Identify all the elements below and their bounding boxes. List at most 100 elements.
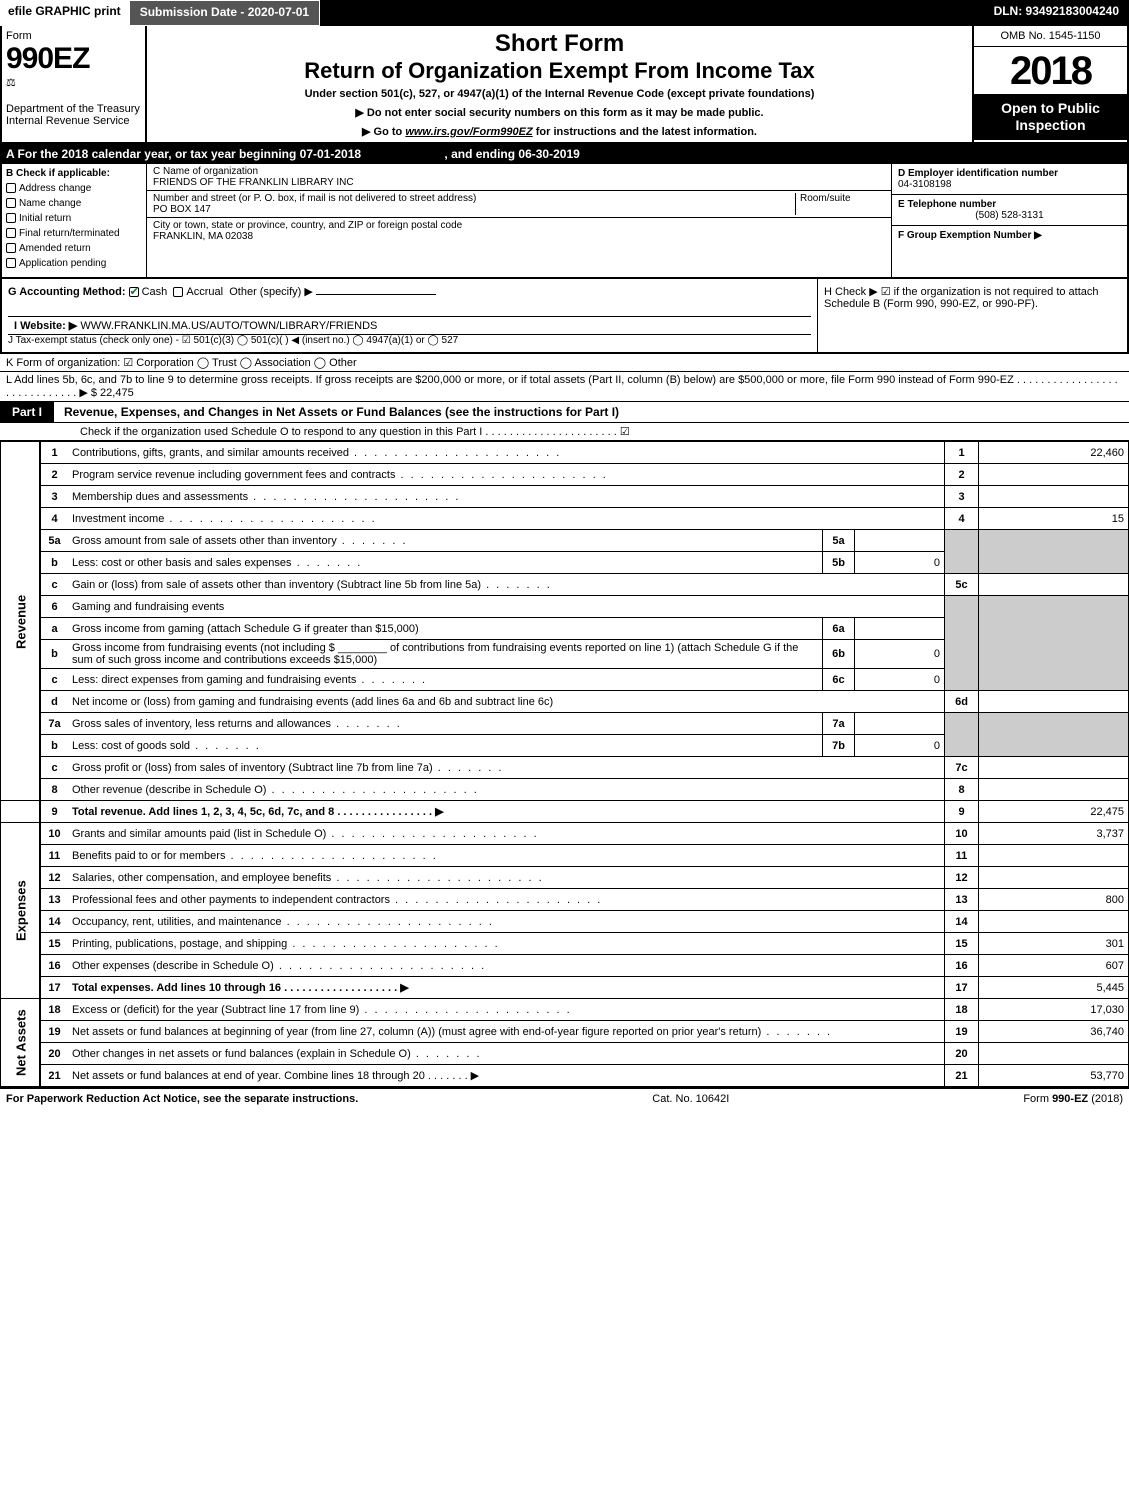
chk-initial-return[interactable]: Initial return [6, 213, 142, 224]
n-9: 9 [40, 801, 68, 823]
d-tel-val: (508) 528-3131 [898, 210, 1121, 221]
shade-6b [979, 596, 1129, 691]
amt-13: 800 [979, 889, 1129, 911]
ref-15: 15 [945, 933, 979, 955]
c-street-row: Number and street (or P. O. box, if mail… [147, 191, 891, 218]
g-accounting: G Accounting Method: Cash Accrual Other … [8, 285, 811, 298]
efile-label: efile GRAPHIC print [0, 0, 129, 26]
d-2: Program service revenue including govern… [72, 469, 608, 481]
d-3: Membership dues and assessments [72, 491, 460, 503]
chk-address-change[interactable]: Address change [6, 183, 142, 194]
d-ein: D Employer identification number 04-3108… [892, 164, 1127, 195]
g-right: H Check ▶ ☑ if the organization is not r… [817, 279, 1127, 352]
d-6a: Gross income from gaming (attach Schedul… [68, 618, 823, 640]
d-15: Printing, publications, postage, and shi… [72, 938, 500, 950]
n-6c: c [40, 669, 68, 691]
amt-9: 22,475 [979, 801, 1129, 823]
footer-right: Form 990-EZ (2018) [1023, 1093, 1123, 1105]
submission-date: Submission Date - 2020-07-01 [129, 0, 320, 26]
amt-3 [979, 486, 1129, 508]
n-19: 19 [40, 1021, 68, 1043]
d-5a: Gross amount from sale of assets other t… [72, 535, 408, 547]
amt-20 [979, 1043, 1129, 1065]
amt-8 [979, 779, 1129, 801]
warn-2-prefix: ▶ Go to [362, 126, 405, 138]
d-6c: Less: direct expenses from gaming and fu… [72, 674, 427, 686]
header-center: Short Form Return of Organization Exempt… [147, 26, 972, 142]
inval-7a [855, 713, 945, 735]
spacer [320, 0, 983, 26]
n-15: 15 [40, 933, 68, 955]
shade-6 [945, 596, 979, 691]
inval-5b: 0 [855, 552, 945, 574]
col-b: B Check if applicable: Address change Na… [2, 164, 147, 277]
amt-10: 3,737 [979, 823, 1129, 845]
b-head: B Check if applicable: [6, 168, 142, 179]
amt-11 [979, 845, 1129, 867]
in-7b: 7b [823, 735, 855, 757]
d-20: Other changes in net assets or fund bala… [72, 1048, 482, 1060]
col-d: D Employer identification number 04-3108… [892, 164, 1127, 277]
d-tel-lbl: E Telephone number [898, 199, 1121, 210]
c-city-lbl: City or town, state or province, country… [153, 220, 885, 231]
d-7a: Gross sales of inventory, less returns a… [72, 718, 402, 730]
d-group-lbl: F Group Exemption Number ▶ [898, 230, 1121, 241]
ref-5c: 5c [945, 574, 979, 596]
amt-16: 607 [979, 955, 1129, 977]
chk-application-pending[interactable]: Application pending [6, 258, 142, 269]
d-4: Investment income [72, 513, 377, 525]
amt-14 [979, 911, 1129, 933]
warn-2-suffix: for instructions and the latest informat… [536, 126, 757, 138]
d-6d: Net income or (loss) from gaming and fun… [68, 691, 945, 713]
dept: Department of the Treasury [6, 103, 141, 115]
part1-label: Part I [0, 402, 54, 422]
irs: Internal Revenue Service [6, 115, 141, 127]
part1-header: Part I Revenue, Expenses, and Changes in… [0, 402, 1129, 423]
chk-final-return[interactable]: Final return/terminated [6, 228, 142, 239]
irs-link[interactable]: www.irs.gov/Form990EZ [405, 126, 532, 138]
ref-14: 14 [945, 911, 979, 933]
n-6a: a [40, 618, 68, 640]
amt-7c [979, 757, 1129, 779]
n-14: 14 [40, 911, 68, 933]
d-11: Benefits paid to or for members [72, 850, 438, 862]
d-19: Net assets or fund balances at beginning… [72, 1026, 832, 1038]
g-left: G Accounting Method: Cash Accrual Other … [2, 279, 817, 352]
side-expenses: Expenses [1, 823, 41, 999]
d-16: Other expenses (describe in Schedule O) [72, 960, 486, 972]
ref-17: 17 [945, 977, 979, 999]
c-street: PO BOX 147 [153, 204, 795, 215]
shade-7 [945, 713, 979, 757]
n-10: 10 [40, 823, 68, 845]
n-21: 21 [40, 1065, 68, 1087]
n-8: 8 [40, 779, 68, 801]
amt-4: 15 [979, 508, 1129, 530]
ref-6d: 6d [945, 691, 979, 713]
ref-19: 19 [945, 1021, 979, 1043]
part1-sub: Check if the organization used Schedule … [0, 423, 1129, 441]
website-row: I Website: ▶ WWW.FRANKLIN.MA.US/AUTO/TOW… [8, 316, 811, 335]
d-12: Salaries, other compensation, and employ… [72, 872, 544, 884]
d-21: Net assets or fund balances at end of ye… [68, 1065, 945, 1087]
n-4: 4 [40, 508, 68, 530]
chk-accrual[interactable] [173, 287, 183, 297]
ref-18: 18 [945, 999, 979, 1021]
d-ein-lbl: D Employer identification number [898, 168, 1121, 179]
n-1: 1 [40, 442, 68, 464]
ref-1: 1 [945, 442, 979, 464]
d-ein-val: 04-3108198 [898, 179, 1121, 190]
d-7b: Less: cost of goods sold [72, 740, 261, 752]
n-6b: b [40, 640, 68, 669]
inval-6a [855, 618, 945, 640]
chk-cash[interactable] [129, 287, 139, 297]
in-7a: 7a [823, 713, 855, 735]
chk-name-change[interactable]: Name change [6, 198, 142, 209]
ref-21: 21 [945, 1065, 979, 1087]
in-6c: 6c [823, 669, 855, 691]
ref-20: 20 [945, 1043, 979, 1065]
inval-6c: 0 [855, 669, 945, 691]
lines-table: Revenue 1 Contributions, gifts, grants, … [0, 441, 1129, 1087]
d-group: F Group Exemption Number ▶ [892, 226, 1127, 245]
chk-amended-return[interactable]: Amended return [6, 243, 142, 254]
n-5c: c [40, 574, 68, 596]
